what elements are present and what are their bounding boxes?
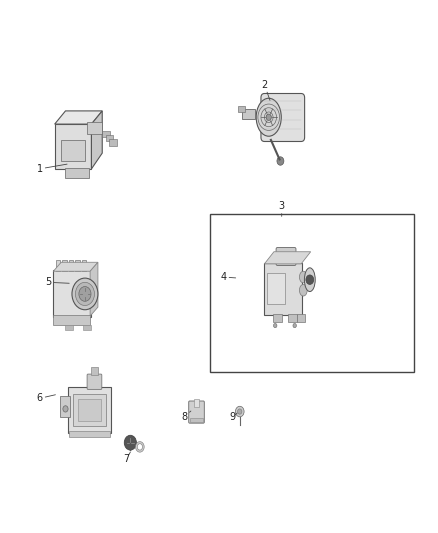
Polygon shape	[92, 111, 102, 169]
Circle shape	[266, 114, 271, 120]
FancyBboxPatch shape	[67, 387, 111, 433]
Text: 2: 2	[261, 79, 270, 100]
FancyBboxPatch shape	[297, 314, 305, 322]
FancyBboxPatch shape	[190, 418, 203, 422]
Text: 9: 9	[229, 412, 237, 422]
Polygon shape	[53, 262, 98, 271]
FancyBboxPatch shape	[288, 314, 297, 322]
Text: 8: 8	[181, 411, 191, 422]
Polygon shape	[55, 111, 102, 124]
FancyBboxPatch shape	[109, 140, 117, 146]
FancyBboxPatch shape	[238, 106, 245, 112]
Ellipse shape	[300, 285, 307, 296]
Ellipse shape	[304, 268, 315, 292]
Circle shape	[273, 324, 277, 328]
Polygon shape	[90, 262, 98, 316]
Circle shape	[293, 324, 297, 328]
Circle shape	[63, 406, 68, 412]
Text: 5: 5	[45, 277, 69, 287]
FancyBboxPatch shape	[66, 325, 73, 330]
FancyBboxPatch shape	[82, 260, 86, 271]
FancyBboxPatch shape	[87, 374, 102, 390]
FancyBboxPatch shape	[55, 124, 92, 169]
FancyBboxPatch shape	[87, 122, 102, 134]
FancyBboxPatch shape	[261, 93, 304, 141]
Circle shape	[72, 278, 98, 310]
FancyBboxPatch shape	[106, 135, 113, 141]
FancyBboxPatch shape	[60, 395, 70, 417]
FancyBboxPatch shape	[69, 431, 110, 437]
FancyBboxPatch shape	[189, 401, 204, 423]
Circle shape	[237, 409, 242, 414]
FancyBboxPatch shape	[63, 260, 67, 271]
FancyBboxPatch shape	[92, 367, 98, 375]
FancyBboxPatch shape	[264, 263, 302, 315]
FancyBboxPatch shape	[78, 399, 101, 421]
FancyBboxPatch shape	[66, 168, 89, 178]
FancyBboxPatch shape	[61, 140, 85, 161]
FancyBboxPatch shape	[83, 325, 91, 330]
Text: 6: 6	[36, 393, 56, 403]
Text: 1: 1	[36, 164, 67, 174]
Circle shape	[277, 157, 284, 165]
Text: 3: 3	[279, 201, 285, 216]
FancyBboxPatch shape	[69, 260, 73, 271]
Circle shape	[236, 406, 244, 417]
Text: 4: 4	[220, 272, 236, 282]
FancyBboxPatch shape	[75, 260, 80, 271]
Ellipse shape	[300, 271, 307, 283]
Text: 7: 7	[123, 452, 131, 464]
FancyBboxPatch shape	[73, 393, 106, 426]
Bar	[210, 214, 413, 372]
FancyBboxPatch shape	[276, 247, 296, 265]
FancyBboxPatch shape	[53, 270, 91, 317]
Circle shape	[306, 275, 314, 285]
FancyBboxPatch shape	[268, 273, 285, 304]
Polygon shape	[265, 252, 311, 264]
FancyBboxPatch shape	[194, 399, 199, 407]
FancyBboxPatch shape	[102, 131, 110, 138]
Circle shape	[75, 282, 95, 305]
FancyBboxPatch shape	[273, 314, 282, 322]
FancyBboxPatch shape	[56, 260, 60, 271]
FancyBboxPatch shape	[53, 315, 90, 325]
Circle shape	[124, 435, 136, 450]
Circle shape	[79, 287, 91, 301]
Ellipse shape	[256, 98, 281, 136]
FancyBboxPatch shape	[242, 109, 255, 119]
